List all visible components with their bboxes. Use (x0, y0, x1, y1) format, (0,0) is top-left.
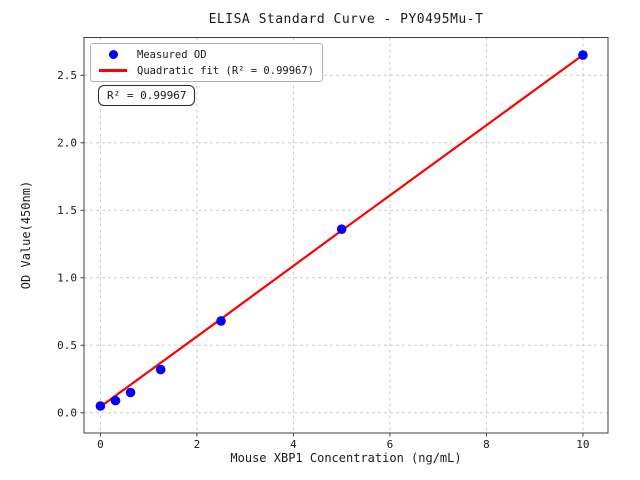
legend-dot-marker-icon (95, 50, 131, 59)
legend-line-marker-icon (95, 69, 131, 72)
data-point (578, 50, 588, 60)
data-point (336, 224, 347, 234)
y-tick-label: 0.5 (57, 339, 77, 352)
data-point (95, 401, 106, 411)
r-squared-annotation: R² = 0.99967 (98, 85, 196, 106)
y-tick-label: 2.0 (57, 137, 77, 150)
data-point (110, 395, 121, 406)
y-tick-label: 0.0 (57, 407, 77, 420)
x-tick-label: 4 (290, 438, 297, 451)
x-tick-label: 0 (97, 438, 104, 451)
data-point (155, 364, 166, 375)
x-tick-label: 6 (387, 438, 394, 451)
legend-label-quadratic-fit: Quadratic fit (R² = 0.99967) (137, 64, 315, 77)
x-tick-label: 10 (576, 438, 589, 451)
legend-label-measured-od: Measured OD (137, 48, 207, 61)
y-tick-label: 1.5 (57, 204, 77, 217)
x-tick-label: 8 (483, 438, 490, 451)
data-point (125, 387, 136, 398)
legend-entry-measured-od: Measured OD (95, 48, 314, 61)
data-point (216, 316, 226, 326)
legend-entry-quadratic-fit: Quadratic fit (R² = 0.99967) (95, 64, 314, 77)
y-tick-label: 2.5 (57, 69, 77, 82)
legend: Measured OD Quadratic fit (R² = 0.99967) (90, 43, 324, 82)
plot-border (83, 37, 609, 434)
y-tick-label: 1.0 (57, 272, 77, 285)
chart-title: ELISA Standard Curve - PY0495Mu-T (208, 12, 484, 27)
x-tick-label: 2 (194, 438, 201, 451)
y-axis-label: OD Value(450nm) (19, 180, 33, 290)
x-axis-label: Mouse XBP1 Concentration (ng/mL) (230, 451, 462, 465)
